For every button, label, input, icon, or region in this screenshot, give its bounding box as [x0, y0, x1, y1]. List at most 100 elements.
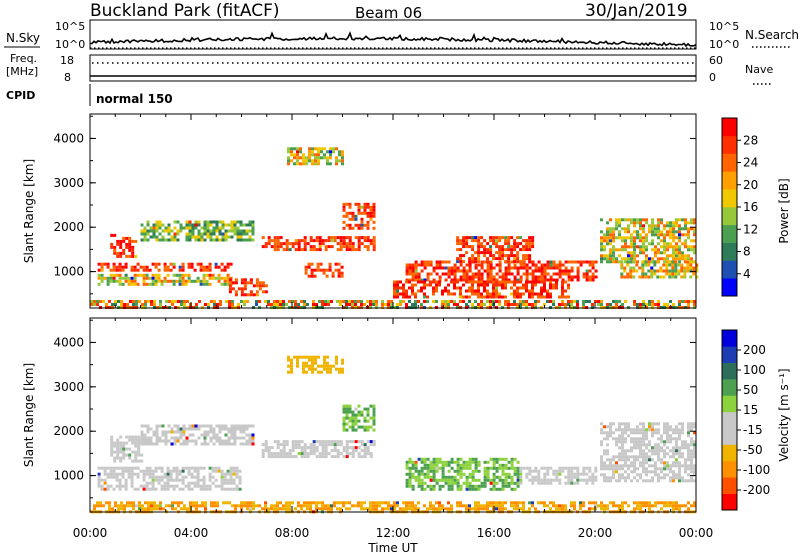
power-cell	[471, 280, 474, 284]
velocity-cell	[227, 439, 231, 443]
power-cell	[659, 266, 663, 270]
power-cell	[369, 303, 372, 306]
velocity-cell	[504, 501, 507, 505]
power-cell	[680, 275, 684, 279]
power-cell	[123, 303, 126, 306]
velocity-cell	[603, 467, 606, 471]
power-cell	[681, 254, 684, 258]
power-cell	[372, 226, 376, 230]
power-cell	[678, 248, 681, 252]
velocity-cell	[429, 507, 432, 511]
velocity-cell	[220, 487, 224, 491]
power-cell	[537, 269, 541, 273]
power-cell	[112, 265, 116, 269]
power-cell	[624, 227, 627, 231]
velocity-cell	[618, 440, 621, 444]
power-cell	[641, 263, 645, 267]
velocity-cell	[224, 427, 228, 431]
power-cell	[624, 300, 627, 303]
velocity-cell	[513, 507, 516, 511]
velocity-cell	[489, 504, 492, 508]
power-cell	[528, 295, 531, 299]
power-cell	[498, 295, 501, 299]
power-cell	[311, 162, 314, 166]
power-cell	[492, 275, 496, 279]
power-cell	[603, 254, 606, 258]
velocity-cell	[258, 504, 261, 508]
power-cell	[531, 295, 534, 299]
power-cell	[648, 230, 651, 234]
velocity-cell	[426, 507, 429, 511]
power-cell	[576, 303, 579, 306]
velocity-cell	[161, 433, 165, 437]
power-cell	[293, 162, 296, 166]
power-cell	[537, 292, 540, 296]
power-cell	[300, 239, 304, 243]
power-cell	[366, 236, 370, 240]
power-cell	[161, 223, 165, 227]
velocity-cell	[612, 458, 615, 462]
velocity-cell	[630, 437, 633, 441]
power-cell	[429, 260, 433, 264]
velocity-cell	[302, 364, 305, 368]
power-cell	[693, 303, 696, 306]
velocity-cell	[477, 504, 480, 508]
velocity-cell	[627, 449, 630, 453]
power-cell	[142, 282, 146, 286]
velocity-cell	[333, 440, 337, 444]
velocity-cell	[555, 475, 559, 479]
velocity-cell	[202, 487, 206, 491]
velocity-cell	[561, 466, 565, 470]
power-cell	[456, 257, 460, 261]
velocity-cell	[414, 460, 418, 464]
velocity-cell	[166, 475, 170, 479]
power-cell	[342, 226, 346, 230]
power-cell	[543, 289, 546, 293]
power-cell	[312, 300, 315, 303]
velocity-cell	[336, 452, 340, 456]
colorbar-swatch	[722, 362, 737, 380]
velocity-cell	[357, 504, 360, 508]
velocity-cell	[687, 431, 690, 435]
power-cell	[228, 281, 232, 285]
velocity-cell	[200, 424, 204, 428]
velocity-cell	[190, 475, 194, 479]
velocity-cell	[618, 452, 621, 456]
power-cell	[139, 265, 143, 269]
power-cell	[132, 300, 135, 303]
velocity-cell	[151, 478, 155, 482]
power-cell	[208, 265, 212, 269]
power-cell	[540, 269, 544, 273]
velocity-cell	[405, 501, 408, 505]
velocity-cell	[133, 466, 137, 470]
power-cell	[576, 260, 580, 264]
power-cell	[267, 303, 270, 306]
power-cell	[405, 266, 409, 270]
velocity-cell	[143, 439, 147, 443]
velocity-cell	[115, 484, 119, 488]
velocity-cell	[651, 470, 654, 474]
velocity-cell	[164, 433, 168, 437]
power-cell	[357, 248, 361, 252]
power-cell	[633, 230, 636, 234]
velocity-cell	[264, 449, 268, 453]
power-cell	[357, 208, 361, 212]
velocity-cell	[273, 452, 277, 456]
power-cell	[296, 147, 299, 151]
power-cell	[651, 233, 654, 237]
power-cell	[133, 276, 137, 280]
power-cell	[200, 238, 204, 242]
velocity-cell	[636, 440, 639, 444]
velocity-cell	[693, 422, 696, 426]
velocity-cell	[426, 472, 430, 476]
velocity-cell	[456, 460, 460, 464]
velocity-cell	[287, 358, 290, 362]
velocity-cell	[411, 472, 415, 476]
power-cell	[456, 248, 460, 252]
velocity-cell	[510, 481, 514, 485]
power-cell	[492, 254, 496, 258]
power-cell	[632, 260, 636, 264]
velocity-cell	[369, 455, 373, 459]
power-cell	[258, 300, 261, 303]
power-cell	[678, 300, 681, 303]
